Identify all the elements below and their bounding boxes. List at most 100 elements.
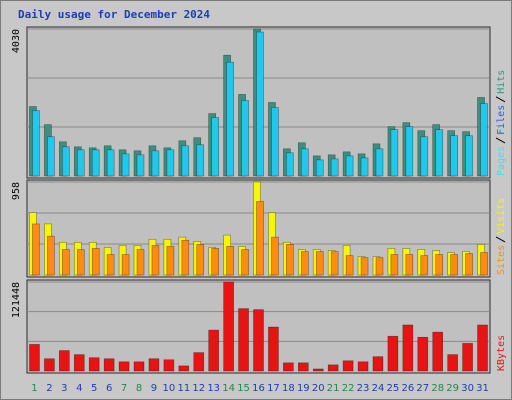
legend-label: Visits (496, 198, 507, 234)
legend-separator (495, 137, 506, 144)
x-tick-label: 19 (297, 383, 310, 394)
bar (211, 248, 219, 276)
bar (151, 245, 160, 276)
bar (136, 154, 145, 177)
bar (283, 362, 294, 372)
x-tick-label: 17 (267, 383, 280, 394)
x-tick-label: 29 (446, 383, 459, 394)
bar (62, 146, 70, 177)
x-tick-label: 16 (252, 383, 265, 394)
bar (286, 152, 294, 177)
bar (62, 249, 70, 276)
x-tick-label: 9 (151, 383, 157, 394)
bar (118, 361, 130, 372)
y-tick-label: 121448 (11, 282, 22, 318)
bar (73, 354, 85, 372)
bar (375, 148, 384, 177)
bar (59, 350, 70, 372)
x-tick-label: 20 (312, 383, 325, 394)
bar (91, 149, 100, 177)
bar (88, 357, 100, 372)
bar (390, 254, 399, 276)
bar (327, 364, 339, 372)
bar (241, 100, 249, 177)
bar (480, 252, 488, 276)
x-tick-label: 5 (91, 383, 97, 394)
bar (330, 158, 339, 177)
bar (387, 335, 399, 372)
bar (32, 223, 40, 276)
bar (405, 254, 414, 276)
x-tick-label: 10 (163, 383, 176, 394)
x-tick-label: 23 (357, 383, 370, 394)
bar (163, 359, 175, 372)
bar (223, 281, 234, 372)
y-tick-label: 4030 (11, 29, 22, 53)
bar (181, 239, 190, 276)
legend: KBytes (496, 335, 507, 371)
bar (432, 331, 444, 372)
legend: Sites Visits (495, 198, 507, 275)
bar (312, 368, 324, 372)
bar (390, 129, 399, 177)
bar (271, 107, 279, 177)
legend-separator (495, 96, 506, 103)
x-tick-label: 28 (431, 383, 444, 394)
x-tick-label: 18 (282, 383, 295, 394)
x-tick-label: 30 (461, 383, 474, 394)
bar (47, 235, 55, 276)
bar (193, 352, 205, 372)
bar (375, 257, 384, 276)
legend-separator (495, 236, 506, 243)
bar (208, 329, 219, 372)
bar (47, 136, 55, 177)
x-tick-label: 13 (207, 383, 220, 394)
bar (148, 358, 160, 372)
bar (91, 248, 100, 276)
bar (345, 255, 354, 276)
x-tick-label: 21 (327, 383, 340, 394)
bar (136, 249, 145, 276)
bar (450, 135, 458, 177)
x-tick-label: 7 (121, 383, 127, 394)
x-tick-label: 12 (192, 383, 205, 394)
x-tick-label: 22 (342, 383, 355, 394)
bar (360, 257, 369, 276)
bar (301, 148, 309, 177)
bar (405, 126, 414, 177)
x-tick-label: 25 (387, 383, 400, 394)
bar (121, 153, 130, 177)
bar (151, 150, 160, 177)
bar (226, 61, 234, 177)
bar (256, 201, 264, 276)
bar (121, 254, 130, 276)
bar (103, 358, 115, 372)
bar (32, 110, 40, 177)
bar (44, 358, 55, 372)
legend: Pages Files Hits (495, 70, 507, 176)
x-tick-label: 31 (476, 383, 489, 394)
bar (435, 129, 444, 177)
x-tick-label: 2 (46, 383, 52, 394)
bar (76, 249, 85, 276)
bar (133, 361, 145, 372)
bar (166, 246, 175, 276)
bar (372, 356, 384, 372)
bar (465, 253, 473, 276)
bar (330, 251, 339, 276)
x-tick-label: 27 (416, 383, 429, 394)
bar (360, 157, 369, 177)
bar (420, 255, 429, 276)
bar (345, 155, 354, 177)
x-tick-label: 15 (237, 383, 250, 394)
bar (196, 144, 205, 177)
bar (450, 254, 458, 276)
bar (166, 149, 175, 177)
bar (29, 344, 40, 372)
bar (253, 309, 264, 372)
bar (76, 149, 85, 177)
bar (106, 254, 115, 276)
legend-label: Sites (496, 245, 507, 275)
bar (181, 145, 190, 177)
